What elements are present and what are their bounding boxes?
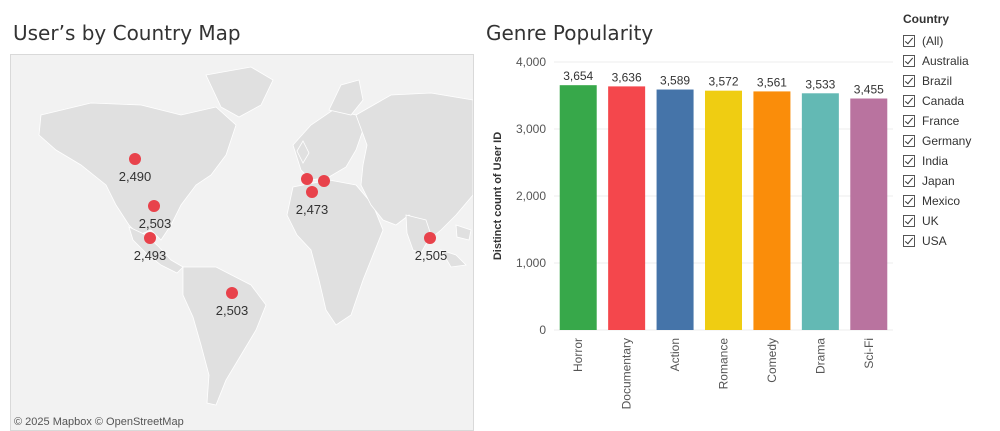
legend-items: (All) Australia Brazil Canada France Germany I… bbox=[903, 31, 998, 251]
bar-documentary[interactable] bbox=[608, 86, 646, 330]
checkbox-icon[interactable] bbox=[903, 35, 915, 47]
bar-drama[interactable] bbox=[801, 93, 839, 330]
map-label-europe: 2,473 bbox=[295, 202, 329, 217]
legend-item-mexico[interactable]: Mexico bbox=[903, 191, 998, 211]
legend-item-india[interactable]: India bbox=[903, 151, 998, 171]
bar-sci-fi[interactable] bbox=[850, 98, 888, 330]
country-filter-legend: Country (All) Australia Brazil Canada France… bbox=[903, 12, 998, 251]
checkbox-icon[interactable] bbox=[903, 115, 915, 127]
checkbox-icon[interactable] bbox=[903, 215, 915, 227]
legend-item-label: Australia bbox=[922, 54, 969, 68]
map-points-layer bbox=[129, 153, 436, 299]
legend-item-label: Germany bbox=[922, 134, 972, 148]
legend-item-label: USA bbox=[922, 234, 947, 248]
map-point-germany[interactable] bbox=[318, 175, 330, 187]
map-point-canada[interactable] bbox=[129, 153, 141, 165]
bar-value-label: 3,455 bbox=[854, 83, 884, 97]
bar-value-label: 3,572 bbox=[708, 75, 738, 89]
checkbox-icon[interactable] bbox=[903, 95, 915, 107]
y-tick-label: 1,000 bbox=[516, 256, 546, 270]
bar-value-label: 3,636 bbox=[612, 70, 642, 84]
legend-item-all[interactable]: (All) bbox=[903, 31, 998, 51]
y-tick-label: 2,000 bbox=[516, 189, 546, 203]
legend-item-brazil[interactable]: Brazil bbox=[903, 71, 998, 91]
y-tick-label: 3,000 bbox=[516, 122, 546, 136]
y-tick-label: 4,000 bbox=[516, 55, 546, 69]
bar-value-label: 3,561 bbox=[757, 75, 787, 89]
map-point-mexico[interactable] bbox=[144, 232, 156, 244]
map-point-france[interactable] bbox=[306, 186, 318, 198]
legend-item-germany[interactable]: Germany bbox=[903, 131, 998, 151]
genre-bar-chart: 0 1,000 2,000 3,000 4,000 Distinct count of U… bbox=[486, 50, 896, 430]
map-title: User’s by Country Map bbox=[13, 21, 241, 45]
legend-item-france[interactable]: France bbox=[903, 111, 998, 131]
legend-item-australia[interactable]: Australia bbox=[903, 51, 998, 71]
x-category-label: Drama bbox=[813, 338, 827, 374]
world-map-svg bbox=[38, 66, 473, 406]
x-category-label: Documentary bbox=[620, 338, 634, 409]
y-tick-label: 0 bbox=[539, 323, 546, 337]
legend-item-label: Mexico bbox=[922, 194, 961, 208]
x-category-label: Sci-Fi bbox=[862, 338, 876, 369]
map-label-canada: 2,490 bbox=[118, 169, 152, 184]
map-label-brazil: 2,503 bbox=[215, 303, 249, 318]
legend-item-label: Brazil bbox=[922, 74, 953, 88]
legend-item-label: (All) bbox=[922, 34, 944, 48]
x-category-label: Action bbox=[668, 338, 682, 371]
map-point-brazil[interactable] bbox=[226, 287, 238, 299]
bar-romance[interactable] bbox=[705, 90, 742, 330]
legend-item-uk[interactable]: UK bbox=[903, 211, 998, 231]
x-category-label: Horror bbox=[571, 338, 585, 372]
bar-action[interactable] bbox=[656, 89, 694, 330]
legend-item-label: UK bbox=[922, 214, 939, 228]
chart-svg: 0 1,000 2,000 3,000 4,000 Distinct count of U… bbox=[492, 55, 893, 409]
legend-item-usa[interactable]: USA bbox=[903, 231, 998, 251]
legend-item-label: India bbox=[922, 154, 949, 168]
chart-title: Genre Popularity bbox=[486, 21, 654, 45]
map-attribution: © 2025 Mapbox © OpenStreetMap bbox=[14, 416, 184, 428]
x-category-label: Romance bbox=[717, 338, 731, 390]
checkbox-icon[interactable] bbox=[903, 195, 915, 207]
map-label-india: 2,505 bbox=[414, 248, 448, 263]
checkbox-icon[interactable] bbox=[903, 155, 915, 167]
map-point-uk[interactable] bbox=[301, 173, 313, 185]
bar-value-label: 3,533 bbox=[805, 77, 835, 91]
user-country-map[interactable]: 2,490 2,503 2,493 2,473 2,505 2,503 © 20… bbox=[10, 54, 474, 431]
checkbox-icon[interactable] bbox=[903, 175, 915, 187]
legend-item-japan[interactable]: Japan bbox=[903, 171, 998, 191]
land-masses bbox=[38, 66, 473, 406]
legend-title: Country bbox=[903, 12, 949, 26]
checkbox-icon[interactable] bbox=[903, 235, 915, 247]
checkbox-icon[interactable] bbox=[903, 75, 915, 87]
checkbox-icon[interactable] bbox=[903, 55, 915, 67]
map-point-india[interactable] bbox=[424, 232, 436, 244]
map-point-usa[interactable] bbox=[148, 200, 160, 212]
x-category-label: Comedy bbox=[765, 338, 779, 383]
bar-value-label: 3,589 bbox=[660, 74, 690, 88]
bar-value-label: 3,654 bbox=[563, 69, 593, 83]
checkbox-icon[interactable] bbox=[903, 135, 915, 147]
y-axis-label: Distinct count of User ID bbox=[492, 132, 504, 260]
legend-item-label: France bbox=[922, 114, 960, 128]
map-label-mexico: 2,493 bbox=[133, 248, 167, 263]
legend-item-label: Canada bbox=[922, 94, 965, 108]
legend-item-canada[interactable]: Canada bbox=[903, 91, 998, 111]
legend-item-label: Japan bbox=[922, 174, 955, 188]
bar-comedy[interactable] bbox=[753, 91, 791, 330]
map-label-usa: 2,503 bbox=[138, 216, 172, 231]
bar-horror[interactable] bbox=[559, 85, 597, 330]
